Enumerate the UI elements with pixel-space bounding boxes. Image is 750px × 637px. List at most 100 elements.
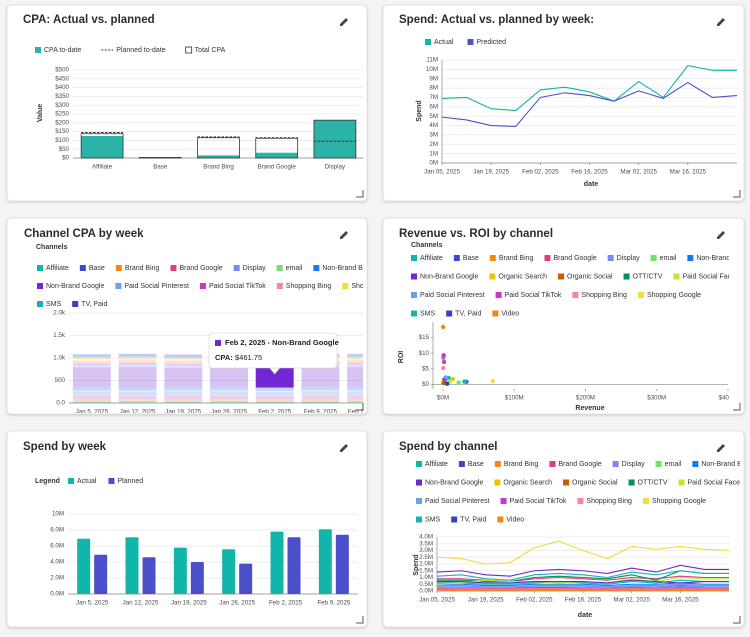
y-tick-label: 11M bbox=[426, 57, 438, 64]
resize-handle[interactable] bbox=[356, 616, 364, 624]
bar-segment bbox=[347, 356, 363, 358]
legend-label: Shopping Google bbox=[652, 498, 706, 505]
bar-segment bbox=[347, 367, 363, 388]
x-tick-label: Jan 12, 2025 bbox=[123, 600, 159, 607]
bar-segment bbox=[72, 401, 111, 403]
bar bbox=[77, 538, 91, 594]
point bbox=[447, 379, 453, 384]
tooltip-swatch bbox=[215, 340, 221, 346]
resize-handle[interactable] bbox=[356, 403, 364, 411]
bar bbox=[255, 152, 298, 158]
resize-handle[interactable] bbox=[733, 616, 741, 624]
resize-handle[interactable] bbox=[356, 190, 364, 198]
legend-swatch bbox=[108, 478, 115, 484]
x-tick-label: Feb 16, 2025 bbox=[571, 169, 608, 176]
total-outline bbox=[80, 133, 124, 159]
y-axis-title: Value bbox=[37, 104, 44, 122]
bar-segment bbox=[118, 362, 157, 365]
y-axis-title: Spend bbox=[413, 554, 420, 575]
legend-label: SMS bbox=[420, 310, 436, 317]
legend-label: email bbox=[665, 461, 682, 468]
card-content: Revenue vs. ROI by channel Channels ROI Rev… bbox=[398, 228, 750, 412]
x-tick-label: Jan 19, 2025 bbox=[473, 169, 509, 176]
bar-segment bbox=[255, 401, 294, 403]
bar-segment bbox=[164, 387, 203, 391]
bar-segment bbox=[210, 367, 248, 388]
legend-label: Paid Social Pinterest bbox=[420, 292, 485, 299]
x-tick-label: $300M bbox=[647, 395, 666, 402]
edit-icon[interactable] bbox=[340, 18, 348, 26]
legend-label: Brand Bing bbox=[125, 265, 160, 272]
bar-segment bbox=[301, 367, 340, 388]
tooltip-value: $461.75 bbox=[235, 353, 262, 362]
legend-swatch bbox=[416, 461, 422, 467]
point bbox=[490, 379, 496, 384]
edit-icon[interactable] bbox=[340, 444, 348, 452]
edit-icon[interactable] bbox=[717, 444, 725, 452]
legend-label: TV, Paid bbox=[81, 301, 107, 308]
bar bbox=[270, 531, 284, 594]
point bbox=[441, 353, 446, 358]
legend-label: Organic Social bbox=[567, 273, 613, 280]
legend-swatch bbox=[494, 479, 501, 486]
x-tick-label: Feb 2, 2025 bbox=[258, 409, 292, 416]
tooltip-title: Feb 2, 2025 - Non-Brand Google bbox=[225, 338, 339, 347]
bar-segment bbox=[118, 402, 157, 403]
chart-title: Revenue vs. ROI by channel bbox=[399, 228, 553, 240]
legend-swatch bbox=[637, 292, 644, 298]
edit-icon[interactable] bbox=[717, 231, 725, 239]
legend-swatch bbox=[558, 273, 565, 280]
y-tick-label: 0.5M bbox=[419, 581, 433, 588]
edit-icon[interactable] bbox=[340, 231, 348, 239]
legend-label: Affiliate bbox=[46, 265, 69, 272]
bar-segment bbox=[164, 402, 203, 403]
legend-label: Paid Social TikTok bbox=[505, 292, 562, 299]
x-tick-label: Jan 26, 2025 bbox=[211, 409, 247, 416]
legend-label: Paid Social Facebook bbox=[683, 273, 750, 280]
y-tick-label: 1.5k bbox=[53, 332, 66, 339]
bar-segment bbox=[210, 398, 248, 402]
bar-segment bbox=[347, 362, 363, 365]
legend-swatch bbox=[170, 265, 177, 271]
card-content: Spend by channel Spend date Affiliate Base Br… bbox=[399, 441, 740, 619]
legend-label: Base bbox=[463, 255, 479, 262]
legend-label: Video bbox=[506, 516, 524, 523]
bar-segment bbox=[164, 363, 203, 366]
legend-label: Shopping Bing bbox=[581, 292, 627, 299]
legend-label: TV, Paid bbox=[460, 516, 486, 523]
x-tick-label: Jan 5, 2025 bbox=[76, 600, 109, 607]
y-tick-label: $350 bbox=[55, 93, 69, 100]
legend-label: OTT/CTV bbox=[633, 273, 663, 280]
chart-title: Spend by channel bbox=[399, 441, 497, 453]
legend-swatch bbox=[563, 479, 570, 486]
bar-segment bbox=[255, 398, 294, 402]
bar-segment bbox=[118, 401, 157, 403]
legend-swatch bbox=[451, 516, 458, 523]
legend-title: Legend bbox=[35, 478, 60, 485]
line bbox=[437, 585, 729, 588]
card-content: Spend by week Legend Actual Planned 0.0M 2.0M… bbox=[23, 441, 358, 607]
bar-segment bbox=[72, 402, 111, 403]
legend-label: Base bbox=[468, 461, 484, 468]
y-tick-label: $200 bbox=[55, 119, 69, 126]
legend-swatch bbox=[497, 516, 504, 523]
legend-label: SMS bbox=[425, 516, 441, 523]
line bbox=[436, 564, 729, 577]
y-tick-label: 4M bbox=[429, 122, 438, 129]
x-axis-title: Revenue bbox=[575, 405, 604, 412]
y-tick-label: 10M bbox=[426, 66, 438, 73]
bar-segment bbox=[118, 387, 157, 391]
bar-segment bbox=[72, 387, 111, 391]
x-tick-label: Jan 19, 2025 bbox=[468, 597, 504, 604]
bar-segment bbox=[301, 401, 340, 403]
legend-label: email bbox=[660, 255, 677, 262]
y-tick-label: 0.0M bbox=[50, 591, 64, 598]
y-tick-label: 6.0M bbox=[50, 543, 64, 550]
bar-segment bbox=[118, 392, 157, 397]
legend-label: Organic Social bbox=[572, 479, 618, 486]
chart-title: Channel CPA by week bbox=[24, 228, 144, 240]
resize-handle[interactable] bbox=[733, 403, 741, 411]
resize-handle[interactable] bbox=[733, 190, 741, 198]
edit-icon[interactable] bbox=[717, 18, 725, 26]
bar-segment bbox=[255, 387, 294, 391]
